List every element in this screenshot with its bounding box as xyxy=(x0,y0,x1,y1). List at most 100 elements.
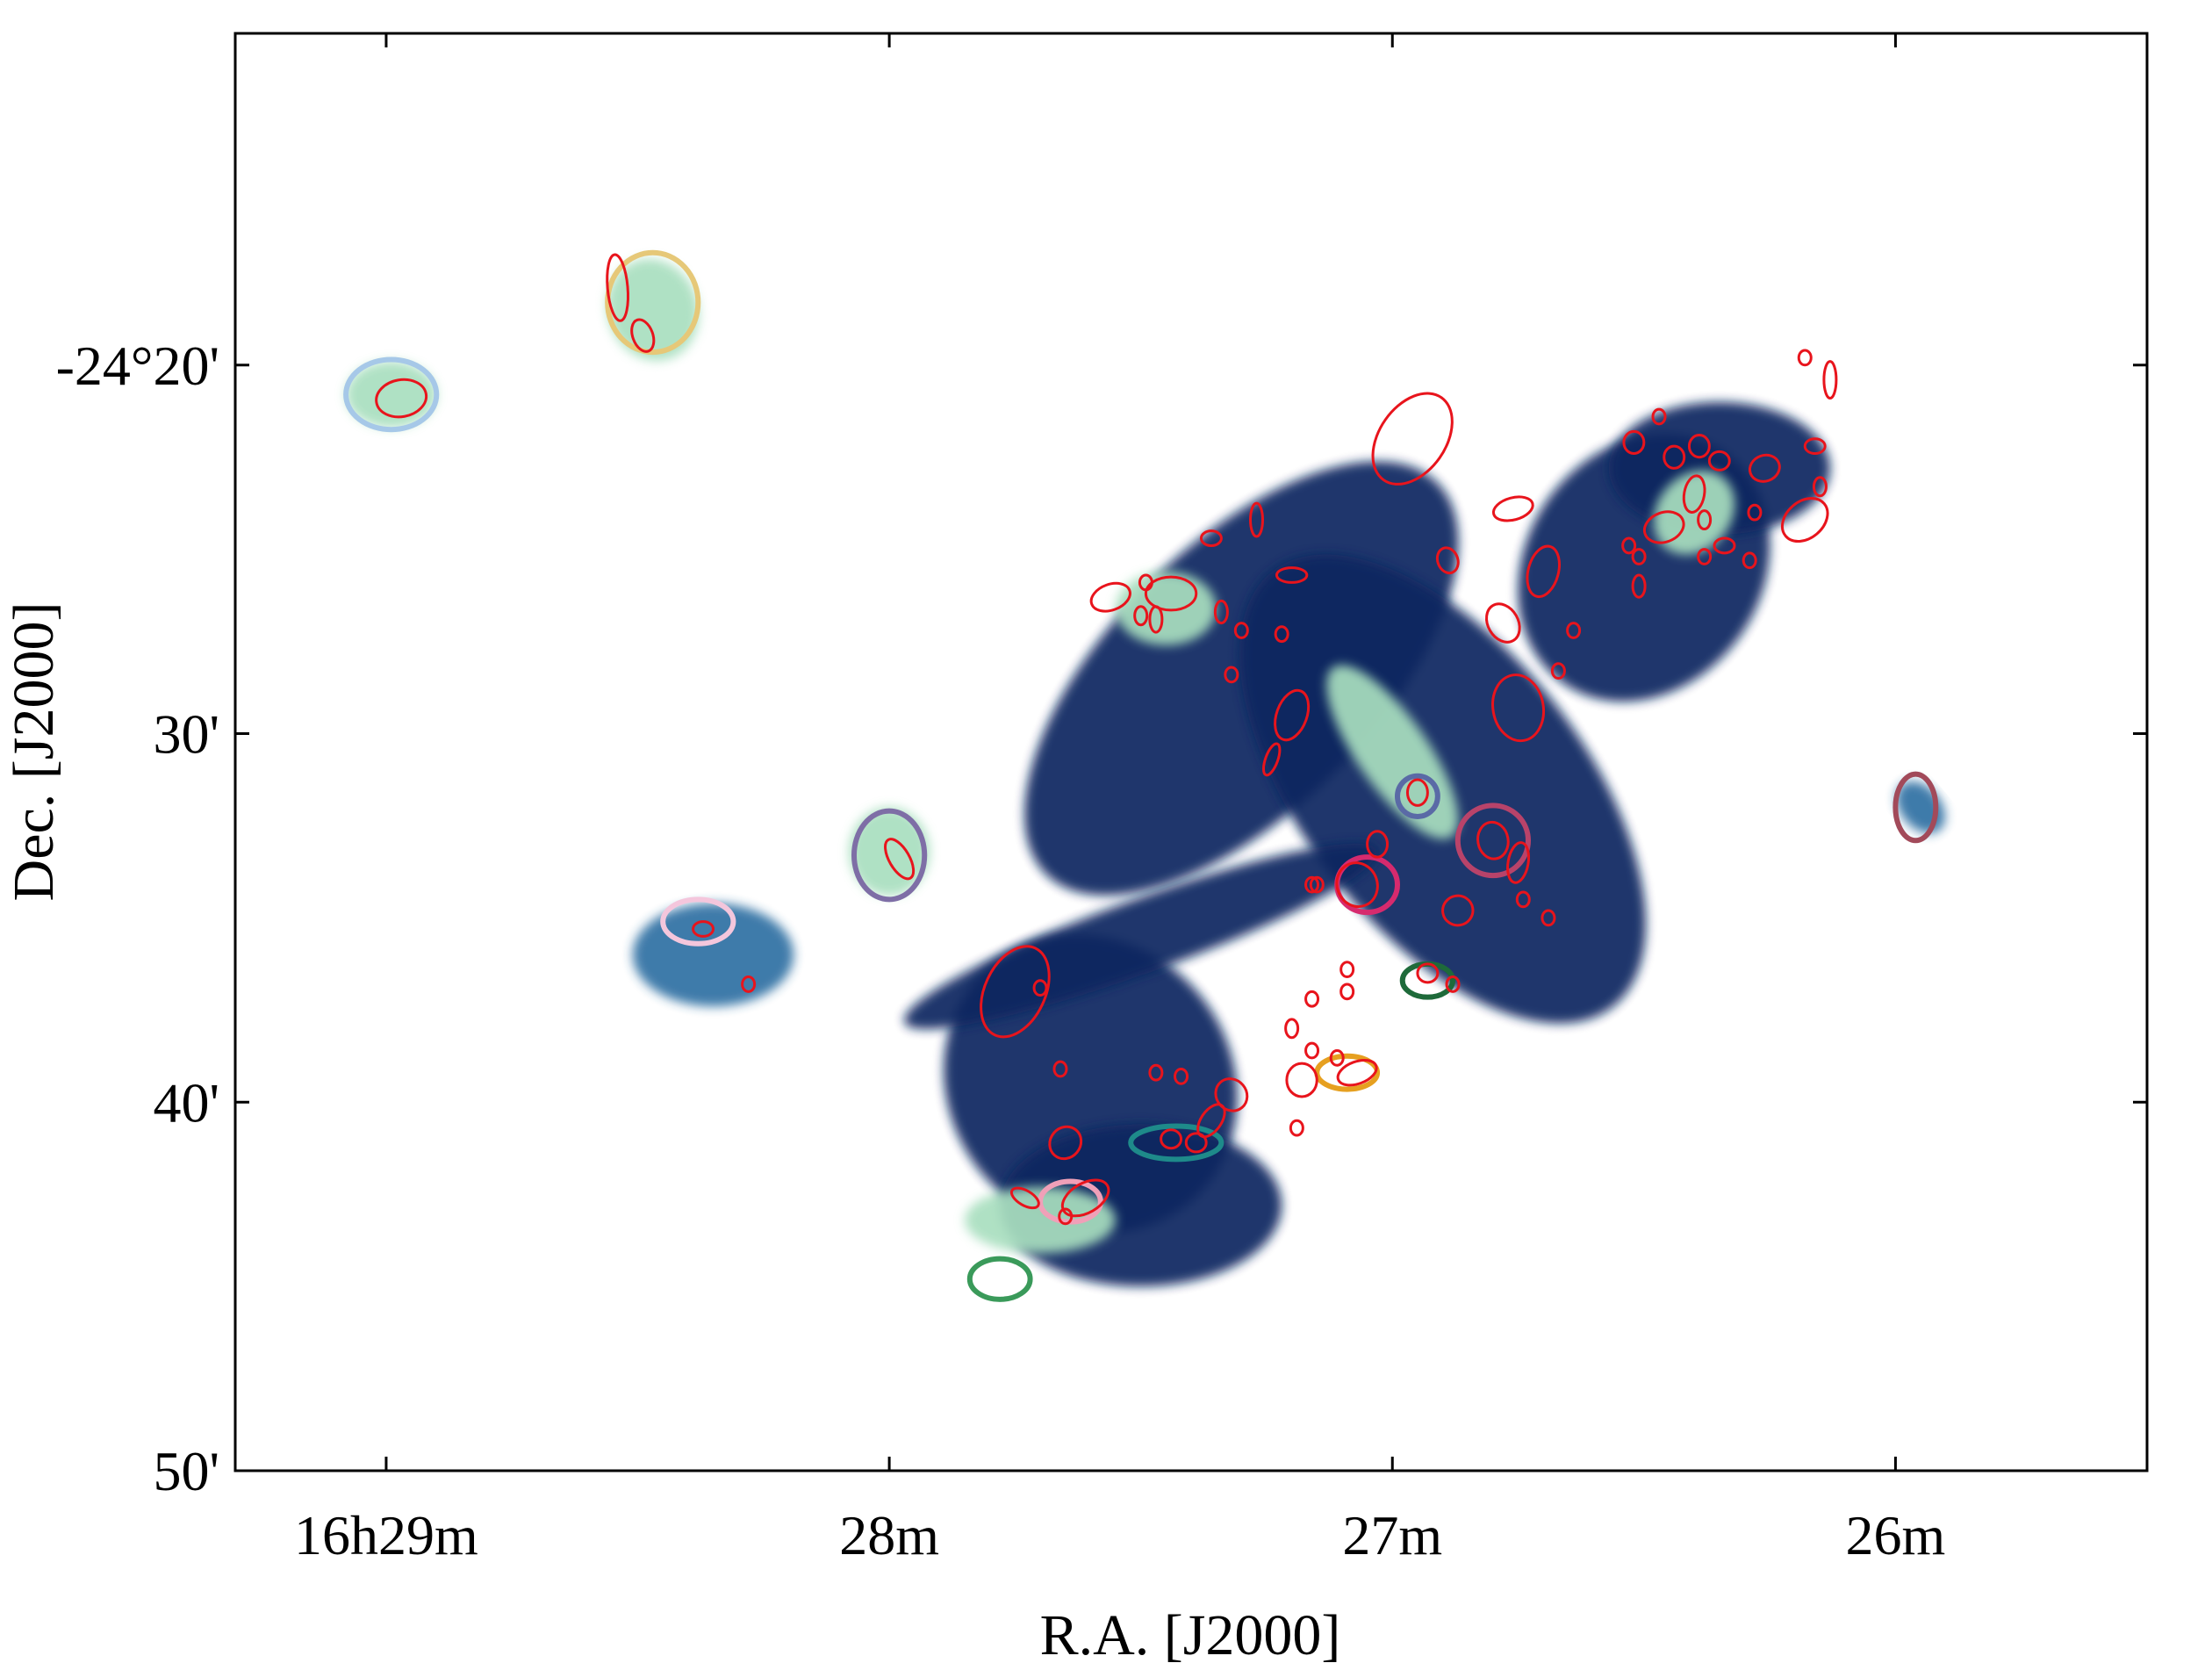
y-tick-label: 40' xyxy=(153,1071,219,1134)
core-ellipse-83 xyxy=(1309,875,1325,894)
core-ellipse-43 xyxy=(1491,495,1534,522)
core-ellipse-63 xyxy=(1742,551,1757,570)
y-tick-label: 30' xyxy=(153,703,219,766)
core-ellipse-54 xyxy=(1663,444,1686,470)
core-ellipse-57 xyxy=(1707,450,1731,472)
contour-1 xyxy=(343,356,440,433)
core-ellipse-59 xyxy=(1697,548,1713,565)
core-ellipse-75 xyxy=(1249,501,1265,538)
core-ellipse-13 xyxy=(1058,1207,1074,1226)
core-ellipse-21 xyxy=(1336,1058,1378,1087)
core-ellipse-6 xyxy=(741,975,757,993)
core-ellipse-71 xyxy=(1133,605,1149,627)
core-ellipse-22 xyxy=(1289,1119,1304,1137)
contour-4 xyxy=(660,896,736,947)
core-ellipse-9 xyxy=(1052,1060,1068,1078)
map-region-1 xyxy=(346,361,437,428)
core-ellipse-81 xyxy=(1275,566,1309,584)
core-ellipse-50 xyxy=(1642,510,1685,544)
x-axis-title: R.A. [J2000] xyxy=(1040,1603,1341,1663)
core-ellipse-36 xyxy=(1515,890,1531,909)
y-axis-title: Dec. [J2000] xyxy=(2,602,66,902)
core-ellipse-61 xyxy=(1747,503,1763,522)
core-ellipse-35 xyxy=(1506,841,1531,884)
core-ellipse-77 xyxy=(1233,622,1249,639)
map-region-10 xyxy=(632,903,794,1007)
core-ellipse-27 xyxy=(1339,983,1355,1001)
core-ellipse-38 xyxy=(1416,962,1440,984)
core-ellipse-7 xyxy=(980,945,1051,1039)
core-ellipse-24 xyxy=(1304,1041,1320,1060)
core-ellipse-26 xyxy=(1304,990,1320,1008)
core-ellipse-52 xyxy=(1622,429,1646,456)
core-ellipse-55 xyxy=(1682,474,1706,514)
core-ellipse-15 xyxy=(1174,1067,1189,1085)
core-ellipse-76 xyxy=(1213,599,1229,625)
core-ellipse-28 xyxy=(1339,961,1355,979)
core-ellipse-82 xyxy=(1274,625,1289,644)
core-ellipse-80 xyxy=(1261,742,1282,777)
core-ellipse-70 xyxy=(1089,581,1131,613)
core-ellipse-48 xyxy=(1621,536,1637,555)
core-ellipse-68 xyxy=(1713,536,1736,555)
core-ellipse-45 xyxy=(1371,392,1454,486)
plot-frame xyxy=(233,32,2149,1472)
x-tick-label: 16h29m xyxy=(294,1504,478,1566)
core-ellipse-58 xyxy=(1697,509,1713,531)
contour-7 xyxy=(1454,803,1532,879)
core-ellipse-69 xyxy=(1144,575,1198,612)
core-ellipse-74 xyxy=(1199,529,1223,547)
core-ellipse-60 xyxy=(1748,453,1781,483)
map-region-13 xyxy=(1116,571,1217,645)
contour-3 xyxy=(851,808,928,903)
core-ellipse-53 xyxy=(1651,407,1667,426)
core-ellipse-10 xyxy=(1048,1125,1083,1161)
x-tick-label: 26m xyxy=(1846,1504,1946,1566)
x-tick-label: 28m xyxy=(839,1504,939,1566)
contour-9 xyxy=(1314,1053,1381,1092)
core-ellipse-19 xyxy=(1184,1132,1208,1154)
core-ellipse-78 xyxy=(1224,666,1239,684)
core-ellipse-67 xyxy=(1803,437,1827,456)
map-region-11 xyxy=(904,843,1378,1030)
core-ellipse-20 xyxy=(1285,1062,1318,1098)
core-ellipse-47 xyxy=(1550,662,1566,680)
contour-10 xyxy=(1128,1123,1224,1163)
y-tick-label: 50' xyxy=(153,1440,219,1502)
core-ellipse-73 xyxy=(1138,573,1153,592)
contour-13 xyxy=(1892,771,1939,844)
core-ellipse-65 xyxy=(1822,360,1838,400)
core-ellipse-23 xyxy=(1284,1018,1300,1040)
map-region-14 xyxy=(965,1186,1117,1254)
core-ellipse-4 xyxy=(884,838,916,881)
core-ellipse-51 xyxy=(1631,573,1647,599)
column-density-map xyxy=(346,258,1945,1287)
core-ellipse-32 xyxy=(1405,778,1429,807)
core-ellipse-79 xyxy=(1274,688,1311,742)
contour-12 xyxy=(966,1256,1033,1302)
core-ellipse-12 xyxy=(1009,1186,1040,1210)
map-region-2 xyxy=(607,258,700,361)
core-ellipse-8 xyxy=(1032,979,1048,997)
core-ellipse-30 xyxy=(1335,861,1379,909)
core-ellipse-62 xyxy=(1780,497,1829,544)
contour-2 xyxy=(605,249,701,356)
core-ellipse-42 xyxy=(1526,544,1561,599)
core-ellipse-2 xyxy=(606,253,629,322)
x-axis-ticks: 16h29m 28m 27m 26m xyxy=(294,33,1945,1566)
core-ellipse-72 xyxy=(1148,605,1164,634)
core-ellipse-40 xyxy=(1491,673,1546,743)
core-ellipse-44 xyxy=(1435,546,1460,575)
y-axis-ticks: -24°20' 30' 40' 50' xyxy=(56,335,2147,1502)
contour-6 xyxy=(1394,773,1440,819)
core-ellipse-3 xyxy=(630,318,656,353)
core-ellipse-39 xyxy=(1445,975,1461,993)
y-tick-label: -24°20' xyxy=(56,335,219,397)
core-ellipse-41 xyxy=(1485,602,1521,644)
core-ellipse-17 xyxy=(1214,1077,1249,1112)
core-ellipse-33 xyxy=(1441,894,1475,927)
map-region-9 xyxy=(849,807,930,896)
core-ellipse-56 xyxy=(1687,434,1711,459)
map-region-12 xyxy=(1326,665,1459,839)
